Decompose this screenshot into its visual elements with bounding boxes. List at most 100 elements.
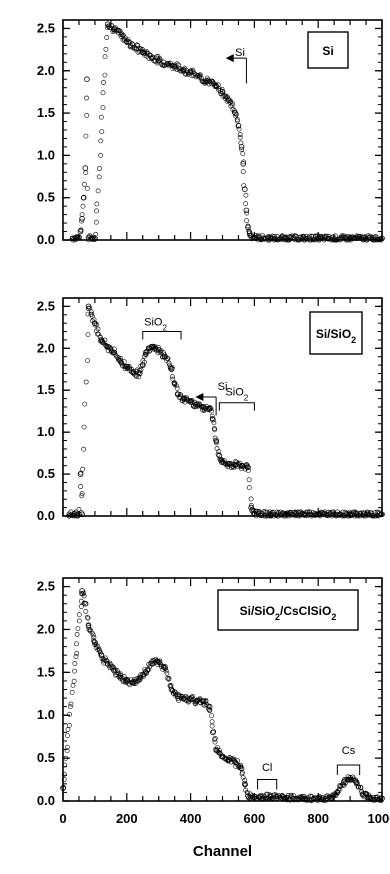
data-point <box>117 28 123 34</box>
data-point <box>109 23 114 28</box>
data-point <box>138 367 144 373</box>
data-point <box>79 510 84 515</box>
data-point <box>82 165 89 171</box>
data-point <box>243 192 249 198</box>
data-point <box>81 424 87 430</box>
data-point <box>85 623 91 629</box>
data-point <box>103 343 109 349</box>
data-point <box>79 511 85 518</box>
data-point <box>212 737 217 742</box>
data-point <box>211 729 217 735</box>
data-point <box>72 668 77 674</box>
data-point <box>85 358 90 363</box>
data-point <box>100 658 106 664</box>
data-point <box>124 39 130 45</box>
data-point <box>219 86 225 92</box>
data-point <box>166 676 171 682</box>
data-point <box>199 76 204 82</box>
data-point <box>156 58 162 64</box>
data-point <box>65 733 70 738</box>
data-point <box>378 795 384 800</box>
data-point <box>208 406 214 412</box>
x-tick-label: 600 <box>244 811 266 826</box>
data-point <box>65 744 70 750</box>
annotation-cs: Cs <box>342 745 356 757</box>
data-point <box>243 787 249 793</box>
data-point <box>321 798 327 803</box>
data-point <box>265 791 270 797</box>
data-point <box>110 350 116 356</box>
data-point <box>213 440 219 446</box>
data-point <box>240 161 247 167</box>
data-point <box>287 233 293 239</box>
data-point <box>70 683 76 688</box>
data-point <box>198 403 204 409</box>
data-point <box>379 795 385 802</box>
data-point <box>302 513 308 519</box>
data-point <box>162 352 168 358</box>
data-point <box>175 391 180 396</box>
data-point <box>234 117 240 122</box>
data-point <box>207 708 212 713</box>
data-point <box>293 234 299 239</box>
data-point <box>315 798 321 804</box>
data-point <box>284 797 290 803</box>
data-point <box>110 664 115 669</box>
data-point <box>91 317 97 322</box>
data-point <box>85 332 91 337</box>
data-point <box>243 207 250 214</box>
data-point <box>137 370 143 376</box>
data-point <box>309 233 315 239</box>
data-point <box>378 237 384 243</box>
data-point <box>281 235 287 240</box>
data-point <box>235 461 241 467</box>
y-tick-label: 0.0 <box>37 793 55 808</box>
data-point <box>271 513 277 519</box>
data-point <box>95 188 101 194</box>
data-point <box>212 427 217 433</box>
data-point <box>361 234 367 240</box>
data-point <box>73 654 79 659</box>
data-point <box>190 694 196 699</box>
data-point <box>193 403 199 409</box>
legend-box <box>309 311 363 355</box>
data-point <box>351 510 356 516</box>
data-point <box>206 706 211 712</box>
data-point <box>215 451 221 457</box>
data-points <box>60 588 385 804</box>
data-point <box>209 413 215 419</box>
data-point <box>189 397 195 403</box>
data-point <box>132 46 138 52</box>
data-point <box>240 775 246 780</box>
data-point <box>81 593 87 599</box>
data-point <box>116 27 122 33</box>
data-point <box>187 68 193 74</box>
data-point <box>200 701 206 707</box>
legend-box <box>217 589 359 631</box>
data-point <box>238 764 243 770</box>
data-point <box>80 203 86 209</box>
data-point <box>359 789 364 794</box>
data-point <box>169 365 175 371</box>
data-point <box>244 210 250 216</box>
data-point <box>209 408 214 414</box>
data-point <box>163 668 169 674</box>
data-point <box>244 462 249 467</box>
data-point <box>237 134 243 140</box>
y-tick-label: 1.0 <box>37 147 55 162</box>
annotation-text: SiO <box>225 386 244 398</box>
data-point <box>79 493 85 499</box>
data-point <box>336 788 342 793</box>
data-point <box>85 311 91 317</box>
data-point <box>79 491 85 497</box>
data-point <box>216 452 223 459</box>
data-point <box>356 784 362 790</box>
data-point <box>78 227 84 233</box>
data-point <box>217 751 223 757</box>
data-point <box>87 305 92 311</box>
bracket <box>142 331 182 340</box>
data-point <box>76 506 82 512</box>
data-point <box>137 677 143 682</box>
legend-subscript: 2 <box>331 612 336 622</box>
